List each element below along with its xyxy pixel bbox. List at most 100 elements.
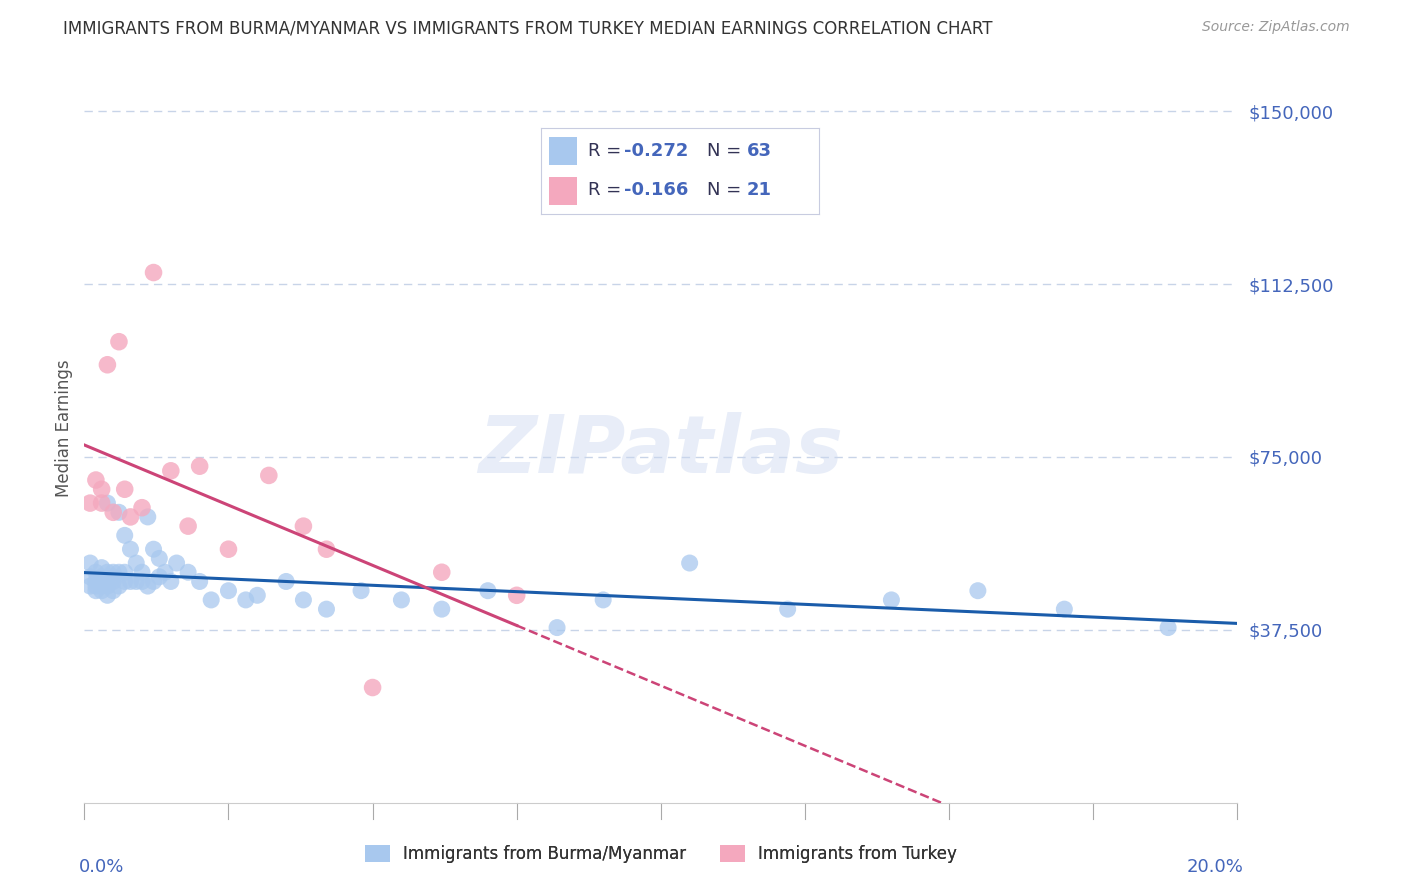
Text: 20.0%: 20.0% [1187,858,1243,876]
Point [90,560,112,574]
Point [292,519,315,533]
Point [79,570,101,584]
Point [108,579,131,593]
Point [96,570,118,584]
Point [257,468,280,483]
Text: -0.272: -0.272 [624,142,689,160]
Point [114,482,136,496]
Point [546,621,568,635]
Point [90,496,112,510]
Point [108,334,131,349]
Point [131,500,153,515]
Point [246,588,269,602]
Point [391,593,413,607]
Point [967,583,990,598]
Point [84,473,107,487]
Point [430,566,453,580]
Point [90,574,112,589]
Text: R =: R = [588,142,627,160]
Legend: Immigrants from Burma/Myanmar, Immigrants from Turkey: Immigrants from Burma/Myanmar, Immigrant… [359,838,963,870]
Point [96,579,118,593]
Point [103,570,124,584]
Text: 0.0%: 0.0% [79,858,124,876]
Text: ZIPatlas: ZIPatlas [478,411,844,490]
Point [506,588,529,602]
Point [108,505,131,519]
Point [142,574,165,589]
Point [79,579,101,593]
Text: R =: R = [588,181,627,199]
Point [79,556,101,570]
Point [84,574,107,589]
Text: Source: ZipAtlas.com: Source: ZipAtlas.com [1202,20,1350,34]
Text: 21: 21 [747,181,772,199]
Point [84,579,107,593]
Point [188,574,211,589]
Y-axis label: Median Earnings: Median Earnings [55,359,73,497]
Text: N =: N = [707,181,748,199]
Point [96,588,118,602]
FancyBboxPatch shape [550,137,576,164]
Point [120,542,142,557]
Point [776,602,799,616]
Point [166,556,188,570]
Point [96,358,118,372]
Point [142,266,165,280]
Point [142,542,165,557]
Point [153,566,176,580]
Text: N =: N = [707,142,748,160]
Point [84,583,107,598]
Point [430,602,453,616]
Point [235,593,257,607]
Point [120,574,142,589]
Point [103,505,124,519]
Point [592,593,614,607]
Point [177,566,200,580]
Point [188,459,211,474]
Point [148,570,170,584]
Point [114,566,136,580]
Point [679,556,702,570]
Point [96,496,118,510]
FancyBboxPatch shape [550,178,576,205]
Point [292,593,315,607]
Point [108,566,131,580]
Point [120,510,142,524]
Point [1157,621,1180,635]
Point [177,519,200,533]
Point [90,570,112,584]
Point [79,496,101,510]
Point [90,579,112,593]
Text: -0.166: -0.166 [624,181,689,199]
Point [148,551,170,566]
Point [160,574,183,589]
Point [136,510,159,524]
Point [103,583,124,598]
Point [125,574,148,589]
Point [96,566,118,580]
Point [103,574,124,589]
Point [315,542,337,557]
Text: IMMIGRANTS FROM BURMA/MYANMAR VS IMMIGRANTS FROM TURKEY MEDIAN EARNINGS CORRELAT: IMMIGRANTS FROM BURMA/MYANMAR VS IMMIGRA… [63,20,993,37]
Point [350,583,373,598]
Point [218,583,240,598]
Point [114,574,136,589]
Point [114,528,136,542]
Point [361,681,384,695]
Point [84,566,107,580]
Point [315,602,337,616]
Point [131,566,153,580]
Point [125,556,148,570]
Point [200,593,222,607]
Point [131,574,153,589]
Text: 63: 63 [747,142,772,160]
Point [276,574,298,589]
Point [880,593,903,607]
Point [103,566,124,580]
Point [1053,602,1076,616]
Point [90,482,112,496]
Point [477,583,499,598]
Point [90,583,112,598]
Point [218,542,240,557]
Point [136,579,159,593]
